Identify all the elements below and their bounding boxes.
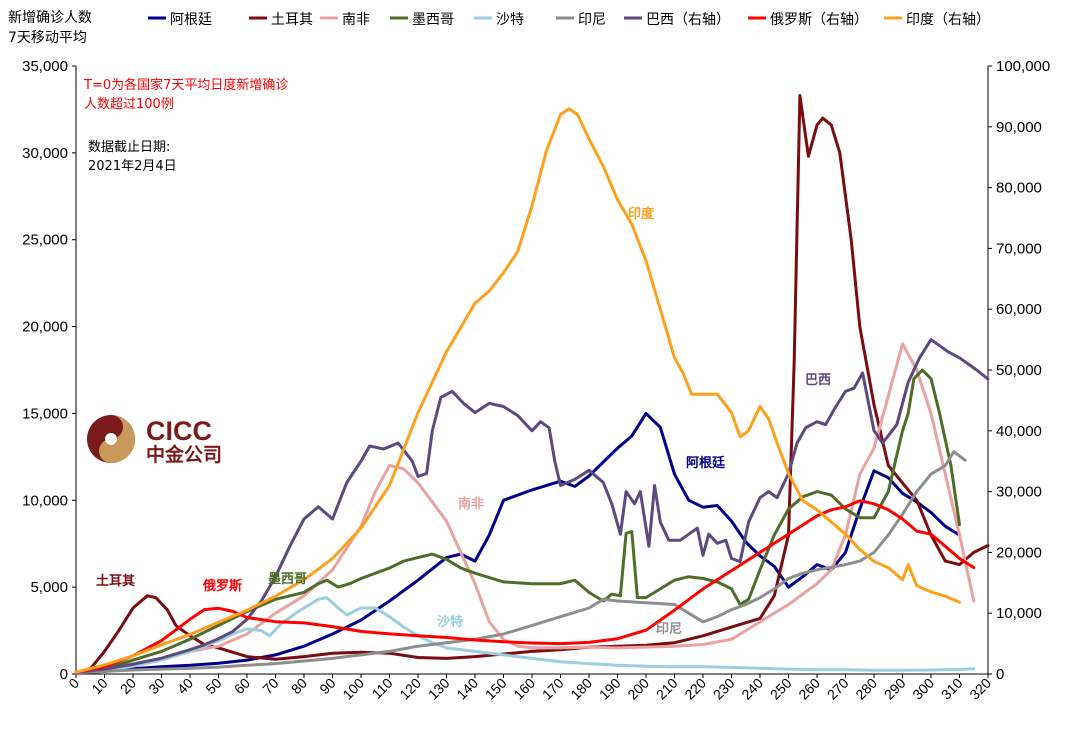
annotation-date-1: 数据截止日期:	[88, 140, 170, 155]
x-tick-label: 190	[596, 675, 624, 703]
y-right-tick-label: 100,000	[996, 58, 1050, 75]
x-tick-label: 130	[425, 675, 453, 703]
x-tick-label: 70	[259, 675, 281, 697]
y-right-tick-label: 40,000	[996, 423, 1042, 440]
x-tick-label: 30	[145, 675, 167, 697]
inline-label: 沙特	[437, 614, 463, 630]
y-left-tick-label: 0	[60, 666, 68, 683]
x-tick-label: 50	[202, 675, 224, 697]
x-tick-label: 140	[453, 675, 481, 703]
series-group	[74, 94, 990, 675]
y-right-tick-label: 20,000	[996, 544, 1042, 561]
y-right-tick-label: 0	[996, 666, 1004, 683]
cicc-logo-en: CICC	[146, 416, 212, 446]
inline-label: 印度	[628, 206, 655, 222]
annotation-date-2: 2021年2月4日	[88, 159, 177, 174]
y-left-tick-label: 30,000	[22, 145, 68, 162]
x-tick-label: 260	[795, 675, 823, 703]
x-tick-label: 280	[852, 675, 880, 703]
series-line-印尼	[74, 450, 967, 675]
y-right-tick-label: 90,000	[996, 119, 1042, 136]
y-right-tick-label: 50,000	[996, 362, 1042, 379]
x-tick-label: 60	[231, 675, 253, 697]
x-tick-label: 230	[710, 675, 738, 703]
x-tick-label: 100	[339, 675, 367, 703]
x-tick-label: 220	[681, 675, 709, 703]
legend-label: 俄罗斯（右轴）	[770, 12, 868, 28]
annotation-red-2: 人数超过100例	[84, 97, 174, 112]
x-tick-label: 20	[117, 675, 139, 697]
inline-label: 巴西	[805, 373, 831, 388]
x-tick-label: 240	[738, 675, 766, 703]
inline-label: 南非	[458, 496, 484, 512]
y-left-tick-label: 20,000	[22, 319, 68, 336]
x-tick-label: 150	[482, 675, 510, 703]
series-line-沙特	[74, 596, 976, 675]
cicc-logo-cn: 中金公司	[146, 443, 222, 466]
inline-label: 印尼	[656, 622, 682, 637]
x-tick-label: 170	[539, 675, 567, 703]
cicc-logo-mark	[87, 415, 135, 463]
inline-label: 阿根廷	[686, 455, 726, 471]
series-line-南非	[74, 342, 976, 675]
series-line-印度（右轴）	[74, 107, 961, 674]
x-tick-label: 320	[966, 675, 994, 703]
legend-label: 巴西（右轴）	[646, 12, 730, 28]
ylabel-line-2: 7天移动平均	[8, 30, 87, 46]
legend-label: 沙特	[496, 12, 524, 28]
series-line-俄罗斯（右轴）	[74, 499, 976, 674]
legend-label: 土耳其	[271, 12, 313, 28]
legend-label: 南非	[342, 12, 370, 28]
series-line-墨西哥	[74, 368, 961, 675]
x-tick-label: 180	[567, 675, 595, 703]
x-tick-label: 40	[174, 675, 196, 697]
y-right-tick-label: 70,000	[996, 240, 1042, 257]
y-right-tick-label: 30,000	[996, 484, 1042, 501]
axes: 0 5,000 10,000 15,000 20,000 25,000 30,000 35,0…	[22, 58, 1050, 703]
legend: 阿根廷 土耳其 南非 墨西哥 沙特 印尼 巴西（右轴） 俄罗斯（右轴） 印度（右轴）	[148, 12, 990, 28]
y-left-tick-label: 25,000	[22, 232, 68, 249]
x-tick-label: 200	[624, 675, 652, 703]
annotation-red-1: T=0为各国家7天平均日度新增确诊	[83, 77, 288, 93]
y-left-tick-label: 5,000	[30, 579, 68, 596]
inline-label: 墨西哥	[268, 571, 307, 587]
cicc-logo: CICC 中金公司	[87, 415, 222, 466]
x-tick-label: 250	[767, 675, 795, 703]
x-tick-label: 110	[369, 675, 396, 702]
y-left-tick-label: 35,000	[22, 58, 68, 75]
legend-label: 印度（右轴）	[906, 12, 990, 28]
legend-label: 阿根廷	[170, 12, 212, 28]
y-right-tick-label: 60,000	[996, 301, 1042, 318]
series-line-土耳其	[74, 94, 990, 675]
x-tick-label: 10	[88, 675, 110, 697]
y-left-tick-label: 15,000	[22, 405, 68, 422]
inline-label: 土耳其	[96, 573, 135, 589]
x-tick-label: 310	[938, 675, 966, 703]
y-right-tick-label: 10,000	[996, 605, 1042, 622]
x-tick-label: 120	[396, 675, 424, 703]
x-tick-label: 80	[288, 675, 310, 697]
x-tick-label: 270	[824, 675, 852, 703]
x-tick-label: 210	[653, 675, 681, 703]
x-tick-label: 90	[316, 675, 338, 697]
y-left-tick-label: 10,000	[22, 492, 68, 509]
x-tick-label: 160	[510, 675, 538, 703]
x-tick-label: 290	[881, 675, 909, 703]
legend-label: 印尼	[578, 12, 606, 28]
x-tick-label: 0	[65, 675, 82, 692]
inline-label: 俄罗斯	[202, 578, 242, 594]
x-tick-label: 300	[909, 675, 937, 703]
ylabel-line-1: 新增确诊人数	[8, 10, 92, 26]
legend-label: 墨西哥	[412, 12, 454, 28]
series-line-巴西（右轴）	[74, 338, 990, 674]
y-right-tick-label: 80,000	[996, 180, 1042, 197]
